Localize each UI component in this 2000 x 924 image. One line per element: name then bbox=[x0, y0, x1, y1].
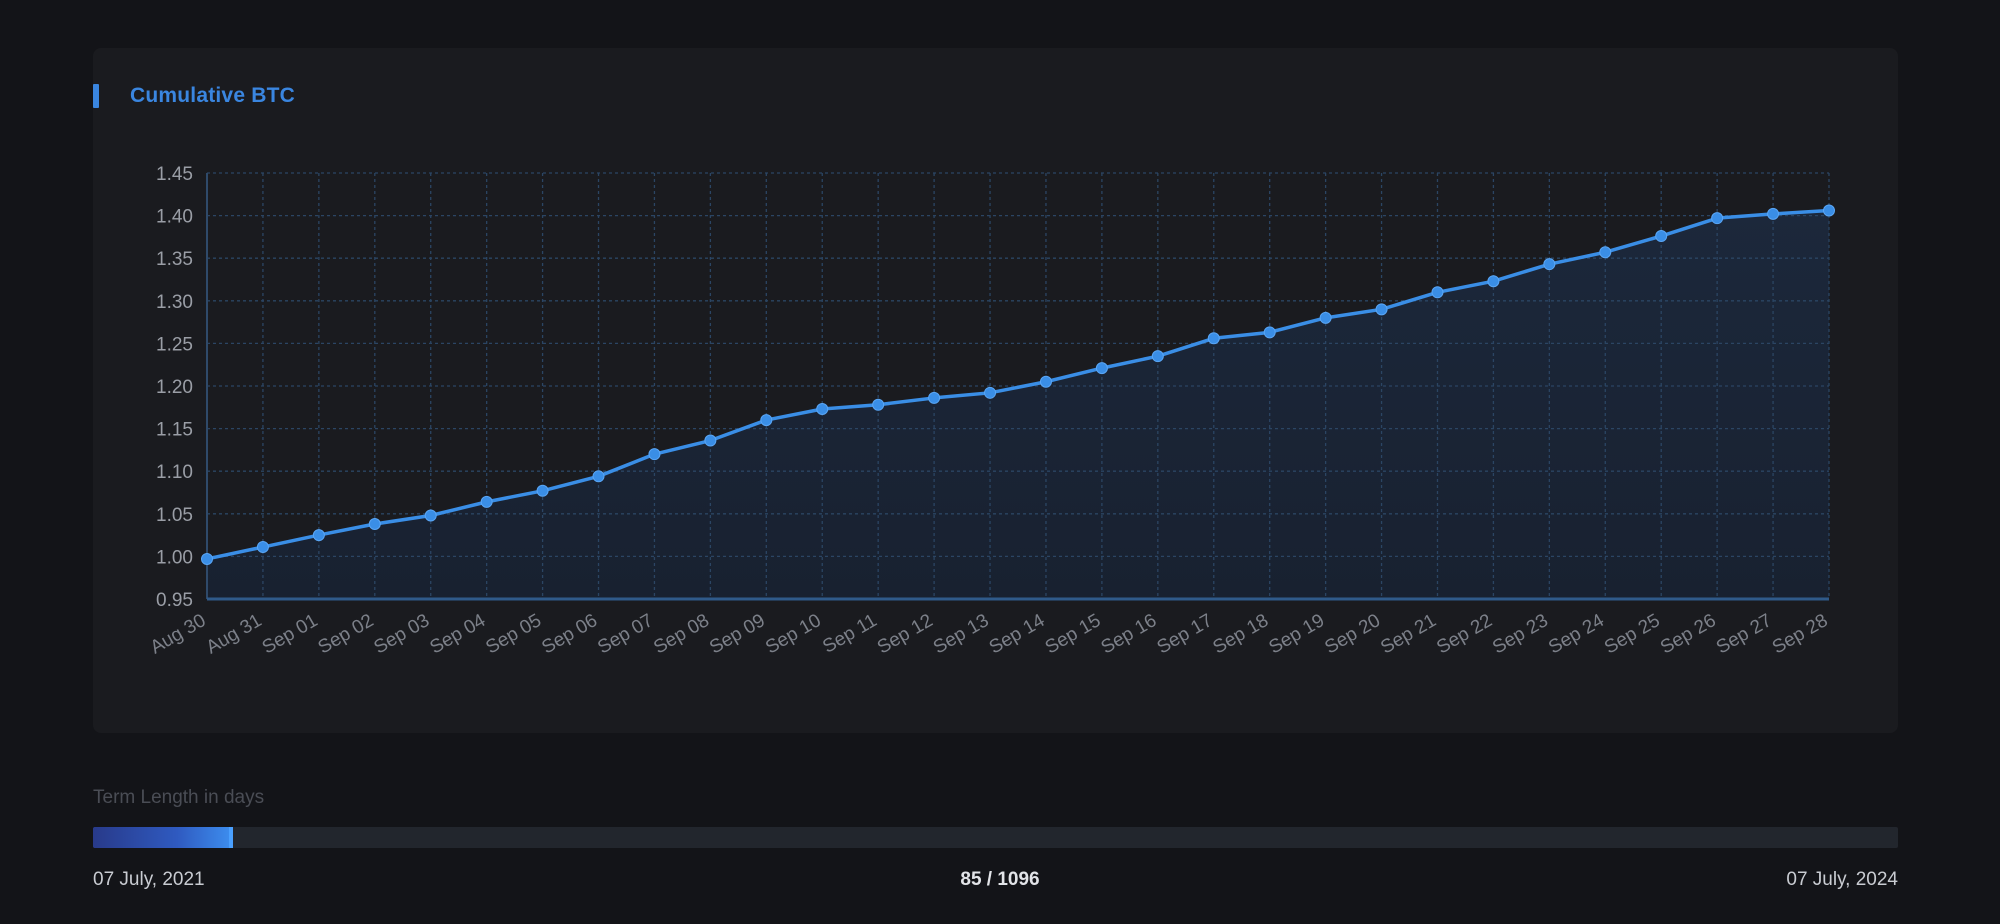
series-area bbox=[207, 210, 1829, 599]
x-tick-label: Aug 30 bbox=[147, 610, 210, 658]
chart-card: Cumulative BTC 0.95 1.00 1.05 1.10 1.15 1.20 1… bbox=[93, 48, 1898, 733]
slider-value: 85 / 1096 bbox=[960, 869, 1040, 890]
x-tick-label: Sep 23 bbox=[1489, 610, 1552, 658]
x-tick-label: Sep 28 bbox=[1769, 610, 1832, 658]
x-tick-label: Sep 04 bbox=[426, 610, 489, 659]
y-tick-label: 1.30 bbox=[156, 292, 193, 313]
data-point bbox=[704, 434, 717, 447]
data-point bbox=[424, 509, 437, 522]
card-header: Cumulative BTC bbox=[93, 84, 295, 108]
x-tick-label: Sep 10 bbox=[762, 610, 825, 658]
data-point bbox=[1487, 275, 1500, 288]
series-line bbox=[205, 208, 1831, 561]
y-tick-label: 1.35 bbox=[156, 249, 193, 270]
x-tick-label: Sep 02 bbox=[315, 610, 378, 658]
data-point bbox=[256, 541, 269, 554]
x-tick-label: Sep 18 bbox=[1210, 610, 1273, 658]
data-point bbox=[536, 484, 549, 497]
x-tick-label: Sep 16 bbox=[1098, 610, 1161, 658]
data-point bbox=[1095, 362, 1108, 375]
y-tick-label: 1.40 bbox=[156, 207, 193, 228]
y-tick-label: 1.05 bbox=[156, 505, 193, 526]
x-tick-label: Sep 26 bbox=[1657, 610, 1720, 658]
slider-handle[interactable] bbox=[229, 827, 233, 848]
y-tick-label: 0.95 bbox=[156, 590, 193, 611]
y-tick-label: 1.10 bbox=[156, 462, 193, 483]
data-point bbox=[312, 529, 325, 542]
title-accent-bar bbox=[93, 84, 99, 108]
y-tick-label: 1.15 bbox=[156, 420, 193, 441]
data-point bbox=[984, 386, 997, 399]
data-point bbox=[1431, 286, 1444, 299]
x-tick-label: Sep 25 bbox=[1601, 610, 1664, 658]
data-point bbox=[1711, 212, 1724, 225]
data-point bbox=[1767, 207, 1780, 220]
data-point bbox=[1655, 230, 1668, 243]
data-point bbox=[816, 403, 829, 416]
x-tick-label: Sep 21 bbox=[1377, 610, 1440, 658]
x-tick-label: Sep 20 bbox=[1321, 610, 1384, 658]
x-tick-label: Sep 19 bbox=[1265, 610, 1328, 658]
term-length-slider[interactable] bbox=[93, 827, 1898, 848]
y-tick-label: 1.00 bbox=[156, 547, 193, 568]
x-tick-label: Sep 27 bbox=[1713, 610, 1776, 658]
y-tick-label: 1.25 bbox=[156, 334, 193, 355]
data-point bbox=[872, 398, 885, 411]
data-point bbox=[1823, 204, 1835, 217]
y-tick-label: 1.20 bbox=[156, 377, 193, 398]
x-tick-label: Sep 13 bbox=[930, 610, 993, 658]
x-tick-label: Sep 05 bbox=[482, 610, 545, 658]
x-tick-label: Sep 22 bbox=[1433, 610, 1496, 658]
data-point bbox=[1319, 311, 1332, 324]
data-point bbox=[592, 470, 605, 483]
x-tick-label: Sep 17 bbox=[1154, 610, 1217, 658]
data-point bbox=[1543, 258, 1556, 271]
data-point bbox=[480, 495, 493, 508]
data-point bbox=[368, 518, 381, 531]
chart-title: Cumulative BTC bbox=[130, 84, 295, 107]
x-tick-label: Sep 15 bbox=[1042, 610, 1105, 658]
cumulative-btc-chart: 0.95 1.00 1.05 1.10 1.15 1.20 1.25 1.30 1.35 1.40… bbox=[147, 164, 1835, 659]
data-point bbox=[1375, 303, 1388, 316]
end-date: 07 July, 2024 bbox=[1786, 869, 1898, 890]
data-point bbox=[1263, 326, 1276, 339]
x-tick-label: Sep 14 bbox=[986, 610, 1049, 659]
x-tick-label: Sep 01 bbox=[259, 610, 322, 658]
x-tick-label: Sep 11 bbox=[819, 610, 880, 658]
slider-fill bbox=[93, 827, 233, 848]
data-point bbox=[1039, 375, 1052, 388]
data-point bbox=[1207, 332, 1220, 345]
x-tick-label: Sep 09 bbox=[706, 610, 769, 658]
x-tick-label: Aug 31 bbox=[203, 610, 266, 658]
data-point bbox=[648, 448, 661, 461]
start-date: 07 July, 2021 bbox=[93, 869, 205, 890]
x-tick-label: Sep 12 bbox=[874, 610, 937, 658]
x-tick-label: Sep 06 bbox=[538, 610, 601, 658]
data-point bbox=[201, 552, 213, 565]
x-tick-label: Sep 03 bbox=[371, 610, 434, 658]
data-point bbox=[928, 391, 941, 404]
x-tick-label: Sep 24 bbox=[1545, 610, 1608, 659]
x-tick-label: Sep 07 bbox=[594, 610, 657, 658]
term-length-label: Term Length in days bbox=[93, 787, 265, 808]
data-point bbox=[760, 414, 773, 427]
y-tick-label: 1.45 bbox=[156, 164, 193, 185]
x-tick-label: Sep 08 bbox=[650, 610, 713, 658]
data-point bbox=[1599, 246, 1612, 259]
data-point bbox=[1151, 350, 1164, 363]
